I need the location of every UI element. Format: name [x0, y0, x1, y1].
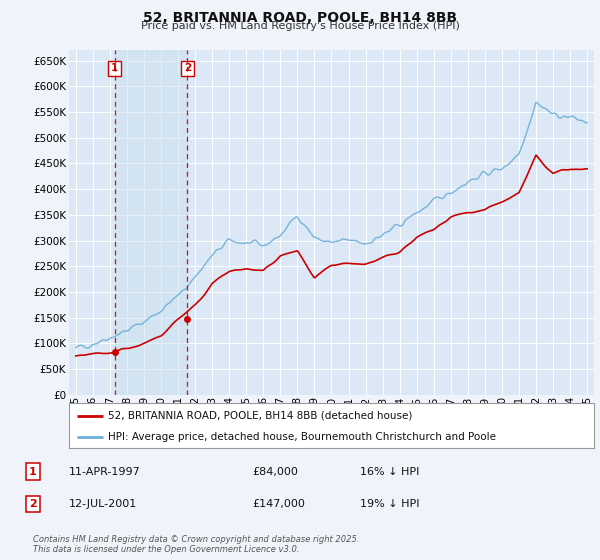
Text: 19% ↓ HPI: 19% ↓ HPI	[360, 499, 419, 509]
Text: 11-APR-1997: 11-APR-1997	[69, 466, 141, 477]
Text: HPI: Average price, detached house, Bournemouth Christchurch and Poole: HPI: Average price, detached house, Bour…	[109, 432, 496, 442]
Text: £84,000: £84,000	[252, 466, 298, 477]
Text: 1: 1	[29, 466, 37, 477]
Text: Contains HM Land Registry data © Crown copyright and database right 2025.
This d: Contains HM Land Registry data © Crown c…	[33, 535, 359, 554]
Text: 2: 2	[29, 499, 37, 509]
Text: £147,000: £147,000	[252, 499, 305, 509]
Text: 52, BRITANNIA ROAD, POOLE, BH14 8BB: 52, BRITANNIA ROAD, POOLE, BH14 8BB	[143, 11, 457, 25]
Text: 2: 2	[184, 63, 191, 73]
Text: 12-JUL-2001: 12-JUL-2001	[69, 499, 137, 509]
Text: Price paid vs. HM Land Registry's House Price Index (HPI): Price paid vs. HM Land Registry's House …	[140, 21, 460, 31]
Text: 52, BRITANNIA ROAD, POOLE, BH14 8BB (detached house): 52, BRITANNIA ROAD, POOLE, BH14 8BB (det…	[109, 410, 413, 421]
Text: 16% ↓ HPI: 16% ↓ HPI	[360, 466, 419, 477]
Bar	[115, 50, 187, 395]
Text: 1: 1	[111, 63, 118, 73]
